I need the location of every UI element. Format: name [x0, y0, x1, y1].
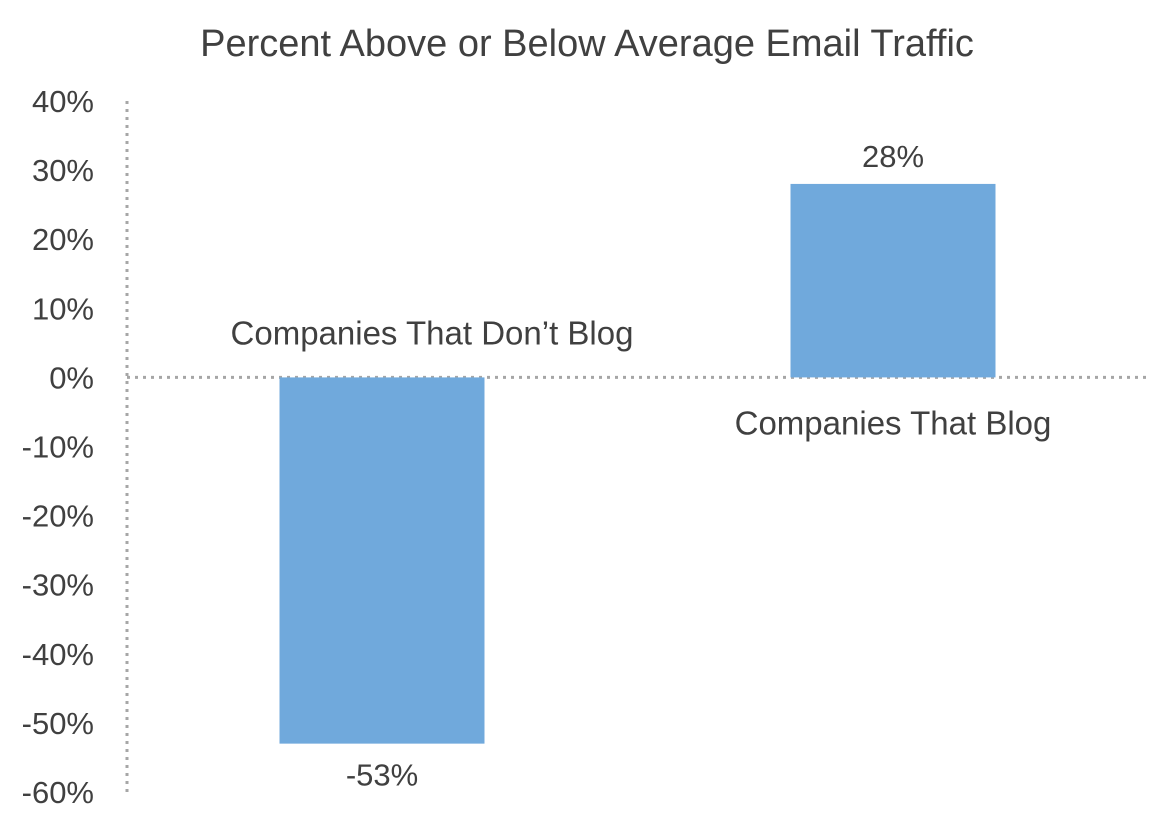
- data-label: -53%: [346, 758, 418, 793]
- data-label: 28%: [862, 139, 924, 174]
- chart-title: Percent Above or Below Average Email Tra…: [200, 23, 974, 65]
- y-tick-label: -60%: [22, 775, 94, 810]
- y-tick-label: -40%: [22, 637, 94, 672]
- y-tick-label: 0%: [49, 360, 94, 395]
- y-tick-label: -30%: [22, 568, 94, 603]
- category-label: Companies That Blog: [735, 404, 1052, 441]
- y-tick-label: 30%: [32, 153, 94, 188]
- category-label: Companies That Don’t Blog: [231, 314, 634, 351]
- y-tick-label: -20%: [22, 499, 94, 534]
- y-tick-label: -10%: [22, 430, 94, 465]
- y-tick-label: 40%: [32, 84, 94, 119]
- y-axis-ticks: 40% 30% 20% 10% 0% -10% -20% -30% -40% -50% -60%: [22, 84, 94, 810]
- data-labels: -53% 28%: [346, 139, 924, 793]
- y-tick-label: -50%: [22, 706, 94, 741]
- bar: [790, 183, 996, 378]
- y-tick-label: 20%: [32, 222, 94, 257]
- y-tick-label: 10%: [32, 291, 94, 326]
- category-labels: Companies That Don’t Blog Companies That …: [231, 314, 1052, 441]
- bar: [279, 377, 485, 744]
- bars: [279, 183, 996, 744]
